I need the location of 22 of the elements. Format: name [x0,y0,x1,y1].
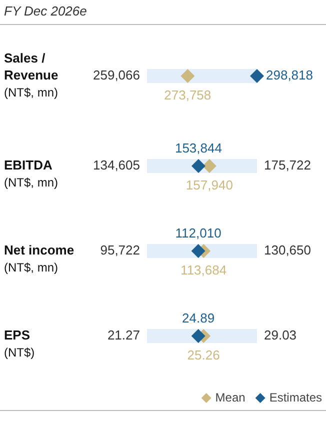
category-label: EBITDA (NT$, mn) [4,158,58,190]
data-label: 112,010 [175,226,222,241]
data-label: 298,818 [266,68,313,83]
data-label: 153,844 [174,140,222,156]
data-label: 175,722 [264,158,311,173]
data-label: 273,758 [164,88,212,103]
data-label: 29.03 [264,328,297,343]
legend-label: Mean [215,390,246,404]
data-label: 130,650 [264,242,311,258]
data-label: 157,940 [186,178,233,193]
data-label: 113,684 [180,262,227,278]
text: FY Dec 2026e [4,4,87,19]
data-label: 25.26 [187,348,220,363]
data-label: 21.27 [107,328,140,343]
legend-label: Estimates [269,390,322,404]
data-label: 134,605 [93,158,140,173]
data-label: 259,066 [93,68,140,83]
category-label: Net income (NT$, mn) [4,242,74,274]
data-label: 24.89 [182,310,215,326]
category-label: Sales / Revenue (NT$, mn) [4,50,58,100]
data-label: 95,722 [100,242,140,258]
category-label: EPS (NT$) [4,328,35,360]
